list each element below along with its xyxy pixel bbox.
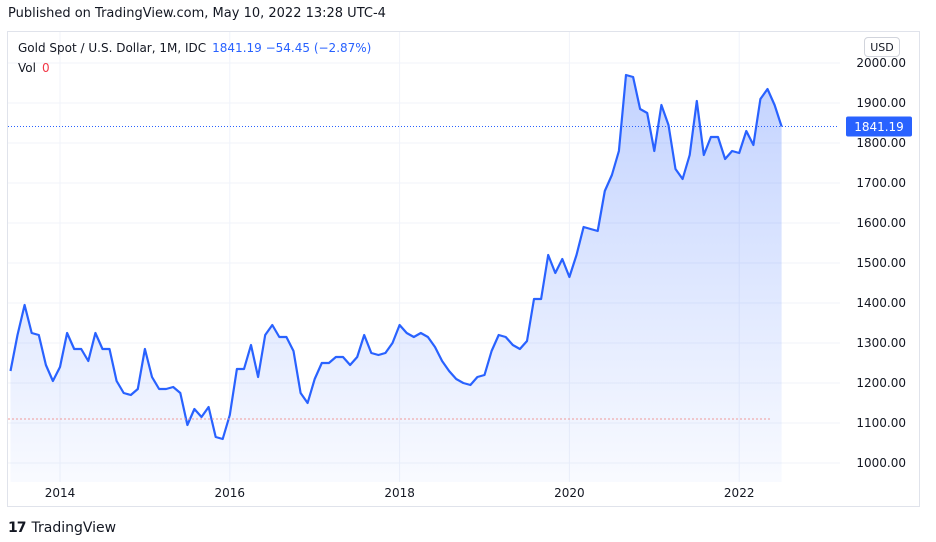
y-tick-label: 1700.00 [856, 176, 906, 190]
y-tick-label: 2000.00 [856, 56, 906, 70]
y-tick-label: 1300.00 [856, 336, 906, 350]
price-change-values: 1841.19 −54.45 (−2.87%) [212, 41, 372, 55]
x-tick-label: 2020 [554, 486, 585, 500]
y-tick-label: 1600.00 [856, 216, 906, 230]
legend: Gold Spot / U.S. Dollar, 1M, IDC 1841.19 … [18, 38, 371, 78]
x-tick-label: 2014 [45, 486, 76, 500]
symbol-label[interactable]: Gold Spot / U.S. Dollar, 1M, IDC [18, 41, 207, 55]
published-caption: Published on TradingView.com, May 10, 20… [8, 6, 386, 21]
volume-value: 0 [41, 61, 50, 75]
footer-brand[interactable]: 17 TradingView [8, 520, 116, 536]
currency-button[interactable]: USD [864, 37, 900, 57]
x-tick-label: 2016 [215, 486, 246, 500]
brand-name: TradingView [31, 520, 117, 536]
y-tick-label: 1400.00 [856, 296, 906, 310]
last-price-label: 1841.19 [854, 120, 904, 134]
y-tick-label: 1500.00 [856, 256, 906, 270]
x-tick-label: 2018 [384, 486, 415, 500]
x-tick-label: 2022 [724, 486, 755, 500]
y-tick-label: 1200.00 [856, 376, 906, 390]
price-area [10, 75, 782, 482]
y-tick-label: 1800.00 [856, 136, 906, 150]
y-tick-label: 1000.00 [856, 456, 906, 470]
last-price-tag [846, 116, 912, 137]
y-tick-label: 1100.00 [856, 416, 906, 430]
price-line [9, 73, 783, 441]
chart-frame [7, 31, 920, 507]
volume-label: Vol [18, 61, 36, 75]
y-tick-label: 1900.00 [856, 96, 906, 110]
tradingview-logo-icon: 17 [8, 520, 27, 536]
